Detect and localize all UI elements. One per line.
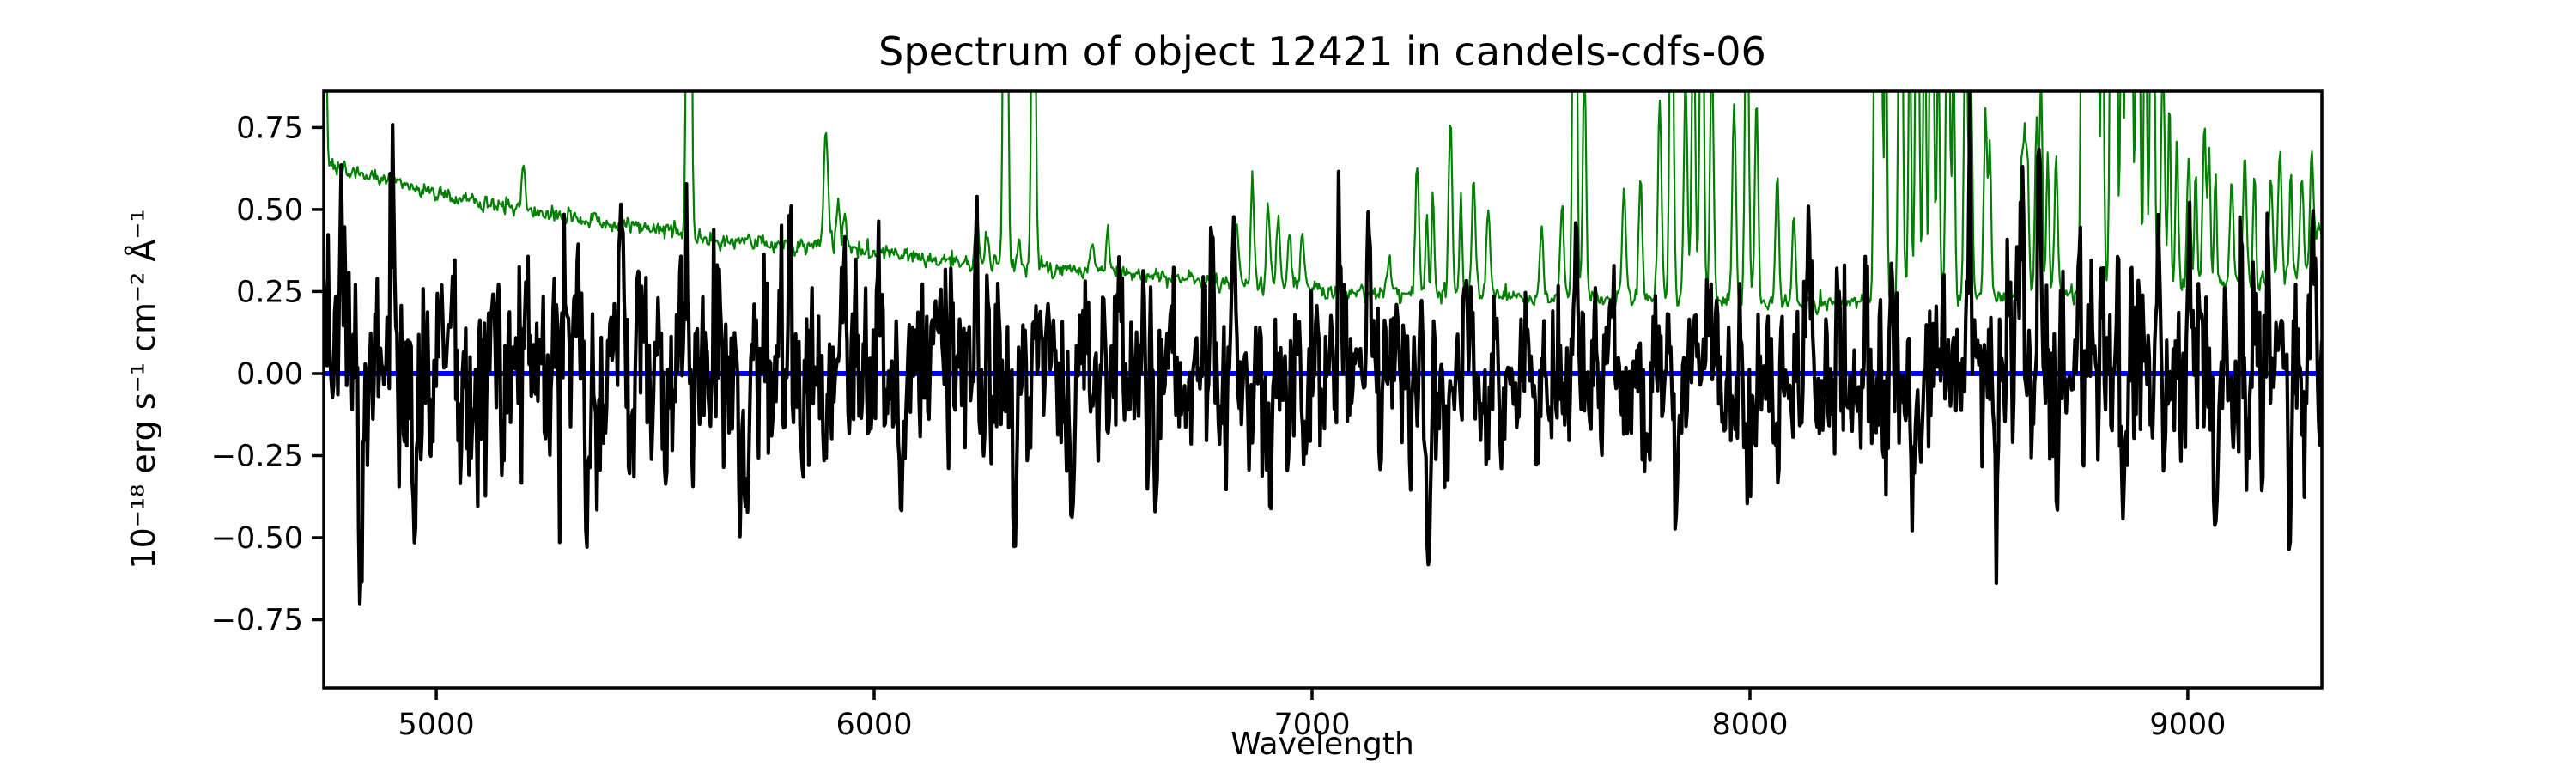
y-axis-ticks: 0.75 0.50 0.25 0.00 −0.25 −0.50 −0.75 [211, 111, 324, 638]
x-tick-label: 6000 [835, 708, 912, 742]
y-tick-label: 0.50 [236, 193, 303, 228]
y-tick-label: 0.75 [236, 111, 303, 145]
data-series-group [324, 91, 2322, 606]
y-axis-label: 10⁻¹⁸ erg s⁻¹ cm⁻² Å⁻¹ [125, 209, 162, 569]
y-tick-label: 0.25 [236, 275, 303, 309]
x-axis-label: Wavelength [1230, 727, 1414, 762]
x-axis-ticks: 5000 6000 7000 8000 9000 [398, 688, 2226, 742]
y-tick-label: −0.75 [211, 604, 303, 638]
y-tick-label: 0.00 [236, 357, 303, 392]
x-tick-label: 7000 [1273, 708, 1350, 742]
flux-line [324, 91, 2322, 606]
x-tick-label: 5000 [398, 708, 475, 742]
y-tick-label: −0.25 [211, 440, 303, 474]
chart-title: Spectrum of object 12421 in candels-cdfs… [878, 28, 1766, 75]
x-tick-label: 8000 [1711, 708, 1788, 742]
x-tick-label: 9000 [2149, 708, 2226, 742]
axes-spines [322, 89, 2324, 690]
sky-noise-line [325, 91, 2322, 316]
y-tick-label: −0.50 [211, 521, 303, 556]
